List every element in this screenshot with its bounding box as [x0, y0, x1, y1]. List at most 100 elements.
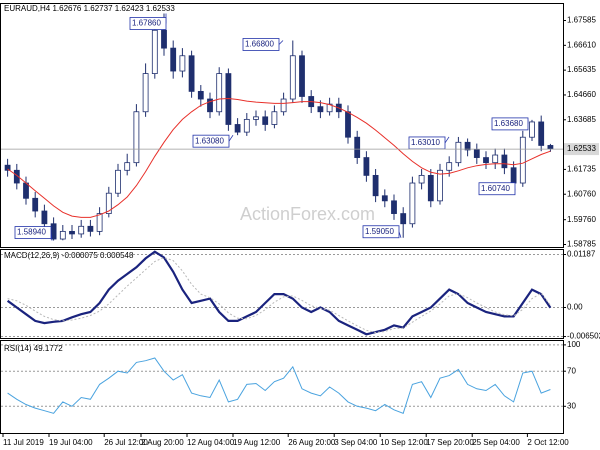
x-tick-label: 25 Sep 04:00 — [472, 438, 520, 447]
y-tick-label: 100 — [567, 340, 581, 349]
annotation-label: 1.59050 — [365, 227, 394, 236]
candle-body — [501, 154, 508, 169]
y-tick-label: 1.63685 — [567, 115, 596, 124]
candle-body — [115, 169, 121, 194]
candle-body — [455, 141, 462, 164]
y-tick-label: -0.006502 — [567, 332, 600, 341]
candle-body — [391, 200, 397, 214]
annotation-label: 1.63080 — [195, 136, 224, 145]
price-panel — [0, 3, 564, 248]
y-tick-label: 0.01187 — [567, 250, 596, 259]
candle-body — [363, 157, 370, 176]
candle-body — [289, 55, 296, 100]
annotation-label: 1.60740 — [481, 184, 510, 193]
candle-body — [464, 141, 471, 151]
candle-body — [538, 121, 545, 146]
y-tick-label: 1.61735 — [567, 165, 596, 174]
candle-body — [427, 174, 434, 202]
watermark: ActionForex.com — [240, 204, 375, 224]
x-tick-label: 3 Sep 04:00 — [334, 438, 378, 447]
candle-body — [280, 98, 287, 113]
series-line — [6, 250, 552, 336]
annotation-label: 1.63680 — [494, 119, 523, 128]
x-tick-label: 26 Jul 12:00 — [104, 438, 148, 447]
y-tick-label: 1.59760 — [567, 215, 596, 224]
x-tick-label: 10 Sep 12:00 — [380, 438, 428, 447]
candle-body — [78, 225, 85, 235]
candle-body — [317, 106, 324, 113]
candle-body — [547, 145, 554, 150]
y-tick-label: 70 — [567, 366, 576, 375]
candle-body — [400, 213, 407, 225]
y-tick-label: 1.64660 — [567, 90, 596, 99]
candle-body — [354, 136, 361, 158]
series-line — [7, 357, 551, 414]
candle-body — [409, 182, 416, 225]
candle-body — [41, 210, 48, 225]
candle-body — [299, 55, 305, 97]
macd-title: MACD(12,26,9) -0.000075 0.000548 — [4, 251, 134, 260]
y-tick-label: 1.65635 — [567, 65, 596, 74]
candle-body — [510, 167, 517, 184]
candle-body — [13, 169, 20, 184]
annotation-label: 1.66800 — [245, 40, 274, 49]
rsi-panel — [0, 340, 564, 434]
candle-body — [243, 118, 250, 133]
series-line — [7, 256, 551, 334]
y-tick-label: 1.67585 — [567, 16, 596, 25]
annotation-label: 1.67860 — [132, 19, 161, 28]
annotation-label: 1.63010 — [411, 138, 440, 147]
candle-body — [142, 73, 149, 113]
candle-body — [161, 29, 167, 49]
candle-body — [483, 157, 489, 164]
y-tick-label: 30 — [567, 401, 576, 410]
chart-title: EURAUD,H4 1.62676 1.62737 1.62423 1.6253… — [4, 4, 175, 13]
moving-average — [7, 97, 551, 218]
candle-body — [446, 162, 453, 171]
candle-body — [492, 154, 499, 164]
x-tick-label: 12 Aug 04:00 — [187, 438, 235, 447]
candle-body — [372, 174, 379, 197]
candle-body — [179, 55, 186, 72]
candle-body — [170, 47, 177, 72]
last-price-label: 1.62533 — [567, 144, 596, 153]
last-price-box — [564, 143, 599, 156]
candle-body — [124, 162, 131, 171]
x-tick-label: 2 Aug 20:00 — [141, 438, 184, 447]
candle-body — [437, 169, 443, 202]
candle-body — [32, 197, 39, 212]
candle-body — [253, 116, 259, 120]
y-tick-label: 0.00 — [567, 303, 583, 312]
candle-body — [69, 230, 75, 235]
candle-body — [262, 116, 269, 125]
candle-body — [151, 29, 158, 74]
candle-body — [197, 90, 204, 100]
annotation-box — [242, 38, 280, 51]
candle-body — [473, 149, 480, 158]
x-tick-label: 26 Aug 20:00 — [288, 438, 336, 447]
annotation-box — [14, 226, 52, 239]
candle-body — [381, 195, 388, 202]
x-tick-label: 19 Aug 12:00 — [233, 438, 281, 447]
annotation-label: 1.58940 — [17, 228, 46, 237]
annotation-box — [129, 17, 167, 30]
candle-body — [529, 121, 535, 138]
annotation-box — [491, 117, 529, 131]
annotation-box — [478, 182, 516, 196]
annotation-box — [362, 225, 400, 239]
x-tick-label: 2 Oct 12:00 — [527, 438, 569, 447]
x-tick-label: 19 Jul 04:00 — [49, 438, 93, 447]
candle-body — [216, 73, 223, 113]
y-tick-label: 1.60760 — [567, 189, 596, 198]
x-tick-label: 11 Jul 2019 — [3, 438, 44, 447]
annotation-leader — [278, 40, 284, 45]
candle-body — [207, 98, 213, 113]
rsi-title: RSI(14) 49.1772 — [4, 344, 63, 353]
candle-body — [234, 124, 241, 133]
x-tick-label: 17 Sep 20:00 — [426, 438, 474, 447]
annotation-box — [192, 134, 230, 148]
candle-body — [418, 174, 425, 184]
candle-body — [133, 111, 140, 164]
candle-body — [59, 230, 66, 240]
annotation-leader — [444, 136, 450, 144]
